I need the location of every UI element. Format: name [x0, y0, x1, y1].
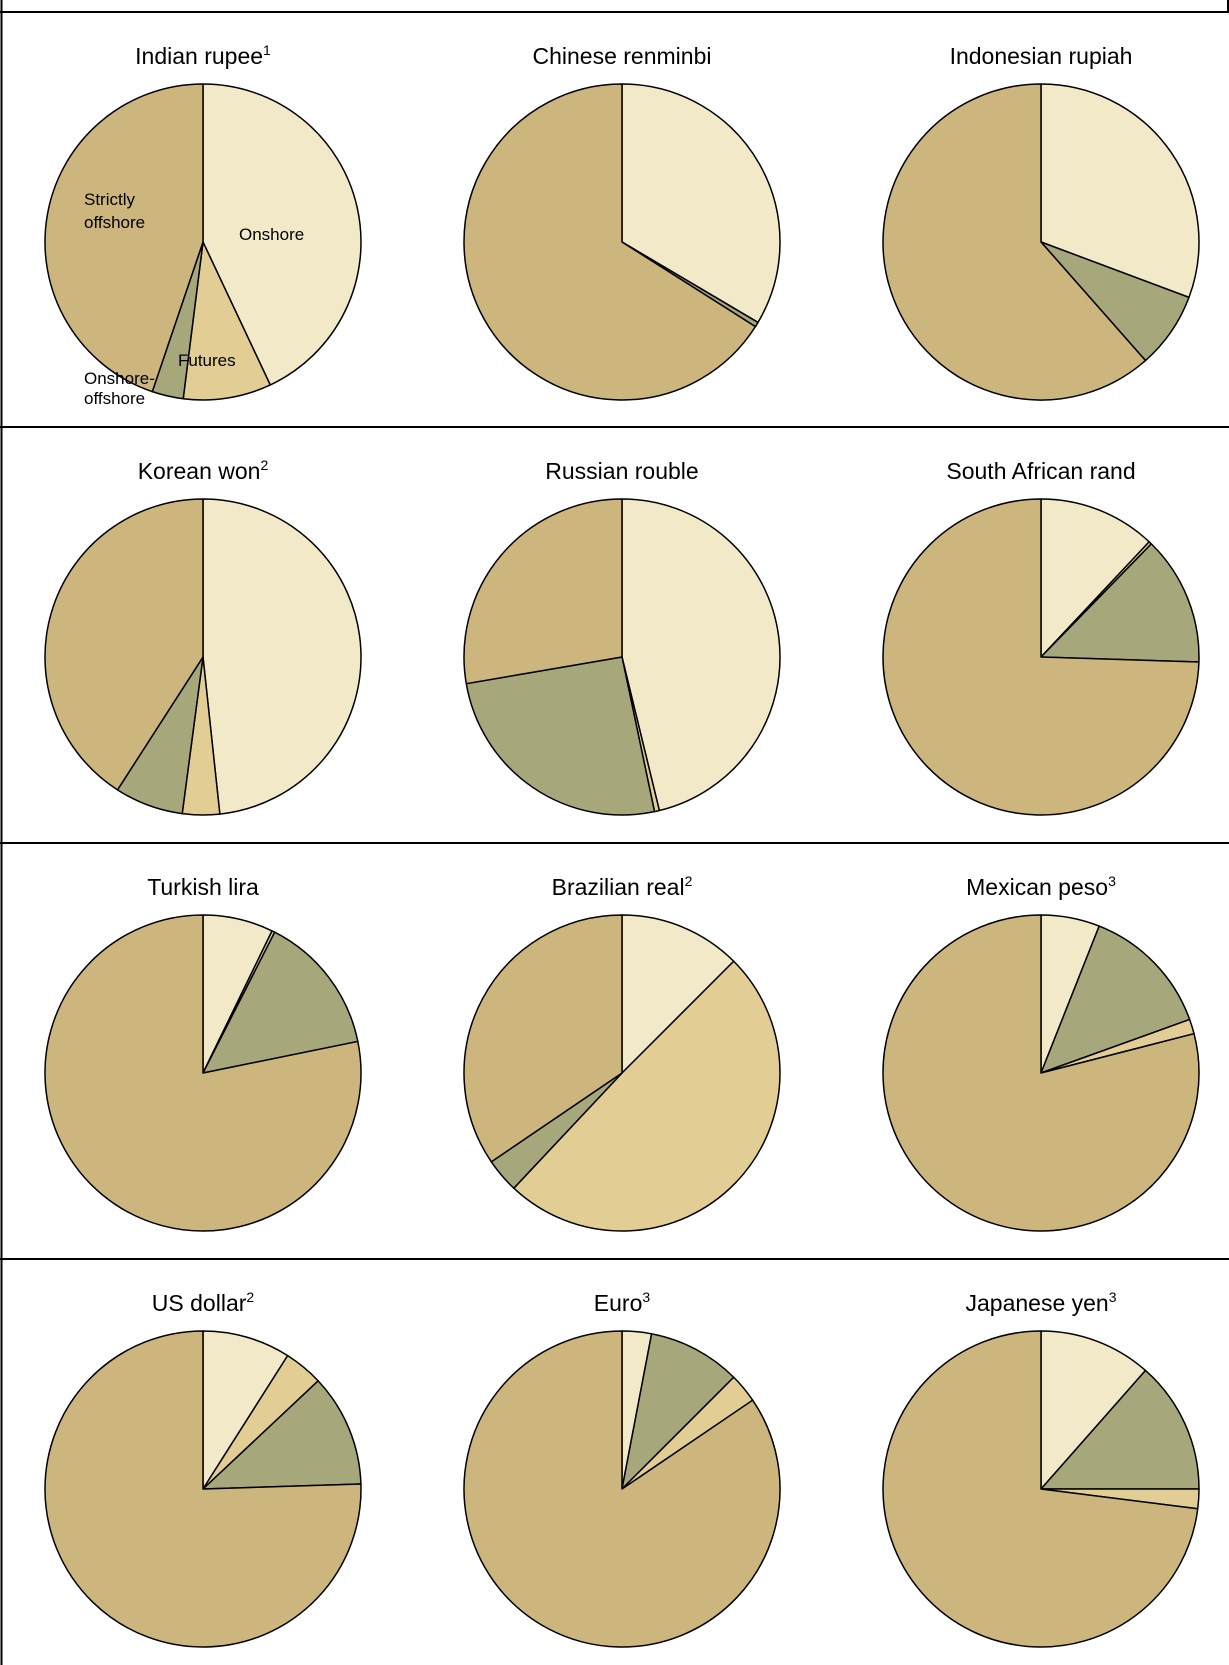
indonesian-rupiah-slice-strictly-offshore [882, 83, 1147, 401]
korean-won-slice-strictly-offshore [44, 498, 204, 791]
euro-title-footnote: 3 [642, 1289, 650, 1305]
indonesian-rupiah-title-text: Indonesian rupiah [950, 43, 1133, 69]
indian-rupee-panel: Indian rupee1 [44, 42, 362, 401]
brazilian-real-panel: Brazilian real2 [463, 873, 781, 1232]
indonesian-rupiah-panel: Indonesian rupiah [882, 43, 1200, 401]
indonesian-rupiah-slice-onshore [1040, 83, 1200, 299]
label-futures: Futures [178, 351, 236, 370]
label-strictly-offshore-1: Strictly [84, 190, 136, 209]
japanese-yen-panel: Japanese yen3 [882, 1289, 1200, 1648]
indian-rupee-title: Indian rupee1 [135, 42, 271, 69]
brazilian-real-slice-futures [513, 960, 781, 1232]
euro-title: Euro3 [594, 1289, 651, 1316]
indian-rupee-title-text: Indian rupee [135, 43, 263, 69]
euro-slice-onshore-offshore [621, 1333, 735, 1490]
japanese-yen-title-footnote: 3 [1109, 1289, 1117, 1305]
russian-rouble-slice-onshore-offshore [465, 656, 656, 816]
brazilian-real-title-footnote: 2 [685, 873, 693, 889]
us-dollar-slice-strictly-offshore [44, 1330, 362, 1648]
south-african-rand-slice-strictly-offshore [882, 498, 1200, 816]
us-dollar-title-footnote: 2 [246, 1289, 254, 1305]
indonesian-rupiah-title: Indonesian rupiah [950, 43, 1133, 69]
label-onshore-offshore-2: offshore [84, 389, 145, 408]
japanese-yen-slice-strictly-offshore [882, 1330, 1199, 1648]
chinese-renminbi-slice-strictly-offshore [463, 83, 757, 401]
mexican-peso-slice-onshore-offshore [1040, 925, 1191, 1074]
chinese-renminbi-title: Chinese renminbi [533, 43, 712, 69]
turkish-lira-slice-strictly-offshore [44, 914, 362, 1232]
russian-rouble-slice-onshore [621, 498, 781, 812]
us-dollar-title-text: US dollar [152, 1290, 247, 1316]
korean-won-title: Korean won2 [138, 457, 269, 484]
us-dollar-slice-onshore [202, 1330, 289, 1490]
south-african-rand-panel: South African rand [882, 458, 1200, 816]
turkish-lira-title-text: Turkish lira [147, 874, 259, 900]
turkish-lira-title: Turkish lira [147, 874, 259, 900]
mexican-peso-panel: Mexican peso3 [882, 873, 1200, 1232]
japanese-yen-title: Japanese yen3 [965, 1289, 1116, 1316]
korean-won-panel: Korean won2 [44, 457, 362, 816]
us-dollar-panel: US dollar2 [44, 1289, 362, 1648]
russian-rouble-title-text: Russian rouble [545, 458, 698, 484]
russian-rouble-title: Russian rouble [545, 458, 698, 484]
south-african-rand-title-text: South African rand [946, 458, 1135, 484]
korean-won-slice-onshore [202, 498, 362, 815]
russian-rouble-panel: Russian rouble [463, 458, 781, 816]
brazilian-real-title-text: Brazilian real [552, 874, 685, 900]
brazilian-real-slice-onshore [621, 914, 735, 1074]
chinese-renminbi-panel: Chinese renminbi [463, 43, 781, 401]
label-onshore-offshore-1: Onshore- [84, 369, 155, 388]
indian-rupee-slice-labels: Strictly offshore Onshore Futures Onshor… [84, 190, 304, 408]
turkish-lira-panel: Turkish lira [44, 874, 362, 1232]
us-dollar-title: US dollar2 [152, 1289, 255, 1316]
japanese-yen-slice-onshore [1040, 1330, 1147, 1490]
us-dollar-slice-onshore-offshore [202, 1380, 362, 1490]
korean-won-title-footnote: 2 [260, 457, 268, 473]
brazilian-real-slice-strictly-offshore [463, 914, 623, 1163]
mexican-peso-title: Mexican peso3 [966, 873, 1116, 900]
indian-rupee-slice-futures [182, 241, 272, 401]
label-strictly-offshore-2: offshore [84, 213, 145, 232]
brazilian-real-title: Brazilian real2 [552, 873, 693, 900]
indian-rupee-slice-strictly-offshore [44, 83, 204, 393]
south-african-rand-slice-onshore-offshore [1040, 543, 1200, 663]
japanese-yen-slice-onshore-offshore [1040, 1369, 1200, 1490]
south-african-rand-title: South African rand [946, 458, 1135, 484]
south-african-rand-slice-onshore [1040, 498, 1150, 658]
label-onshore: Onshore [239, 225, 304, 244]
euro-slice-strictly-offshore [463, 1330, 781, 1648]
chinese-renminbi-slice-onshore [621, 83, 781, 324]
korean-won-title-text: Korean won [138, 458, 261, 484]
euro-title-text: Euro [594, 1290, 643, 1316]
chinese-renminbi-title-text: Chinese renminbi [533, 43, 712, 69]
mexican-peso-title-text: Mexican peso [966, 874, 1108, 900]
pie-panels: Indian rupee1 Chinese renminbi Indonesian … [44, 42, 1200, 1648]
mexican-peso-slice-strictly-offshore [882, 914, 1200, 1232]
indian-rupee-slice-onshore [202, 83, 362, 386]
mexican-peso-title-footnote: 3 [1108, 873, 1116, 889]
japanese-yen-title-text: Japanese yen [965, 1290, 1108, 1316]
russian-rouble-slice-strictly-offshore [463, 498, 623, 685]
indian-rupee-title-footnote: 1 [263, 42, 271, 58]
euro-panel: Euro3 [463, 1289, 781, 1648]
turkish-lira-slice-onshore-offshore [202, 931, 359, 1074]
